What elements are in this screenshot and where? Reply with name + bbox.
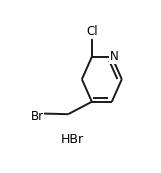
Text: Br: Br <box>30 110 43 123</box>
Text: N: N <box>110 50 119 63</box>
Text: Cl: Cl <box>86 25 98 38</box>
Text: HBr: HBr <box>61 133 84 146</box>
